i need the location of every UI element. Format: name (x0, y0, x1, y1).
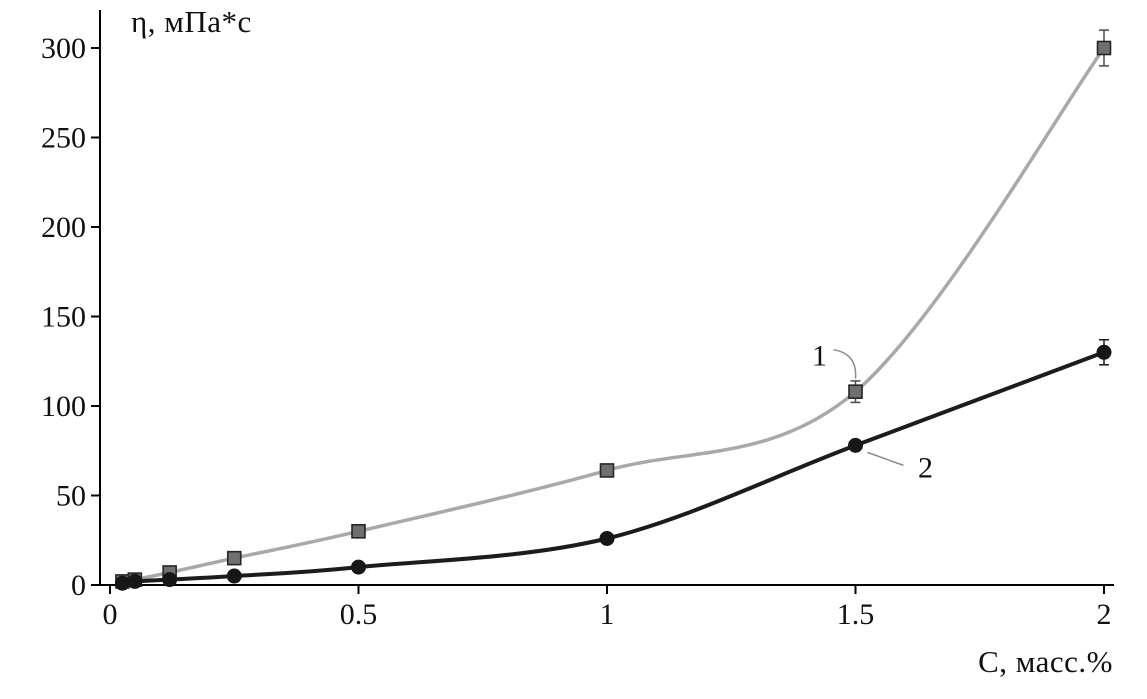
annotation-label-1: 1 (812, 340, 827, 373)
series-2-marker-circle (599, 530, 615, 546)
series-2-marker-circle (226, 568, 242, 584)
x-tick-label: 0 (103, 598, 118, 631)
series-2-marker-circle (162, 572, 178, 588)
y-tick-label: 50 (56, 480, 86, 513)
annotation-connector-2 (867, 451, 904, 467)
x-tick-label: 0.5 (340, 598, 378, 631)
y-tick-label: 150 (41, 301, 86, 334)
series-2-marker-circle (351, 559, 366, 575)
series-2-marker-circle (1096, 344, 1112, 360)
series-1-line (120, 46, 1106, 584)
x-axis-title: C, масс.% (978, 644, 1113, 679)
x-tick-label: 1.5 (837, 598, 875, 631)
y-tick-label: 100 (41, 390, 86, 423)
series-1-marker-square (1096, 40, 1112, 56)
series-1-marker-square (226, 550, 242, 566)
annotation-label-2: 2 (918, 451, 933, 484)
x-tick-label: 1 (600, 598, 615, 631)
series-1-marker-square (351, 523, 366, 539)
y-tick-label: 0 (71, 569, 86, 602)
annotation-connector-1 (833, 348, 857, 379)
y-tick-label: 200 (41, 211, 86, 244)
y-axis-title: η, мПа*с (131, 4, 252, 39)
series-2-marker-circle (127, 573, 143, 589)
y-tick-label: 300 (41, 32, 86, 65)
x-tick-label: 2 (1097, 598, 1112, 631)
series-1-marker-square (848, 384, 863, 399)
series-2-marker-circle (114, 575, 130, 591)
series-1-marker-square (599, 463, 615, 478)
y-tick-label: 250 (41, 122, 86, 155)
series-2-line (120, 350, 1106, 586)
series-2-marker-circle (848, 437, 863, 453)
